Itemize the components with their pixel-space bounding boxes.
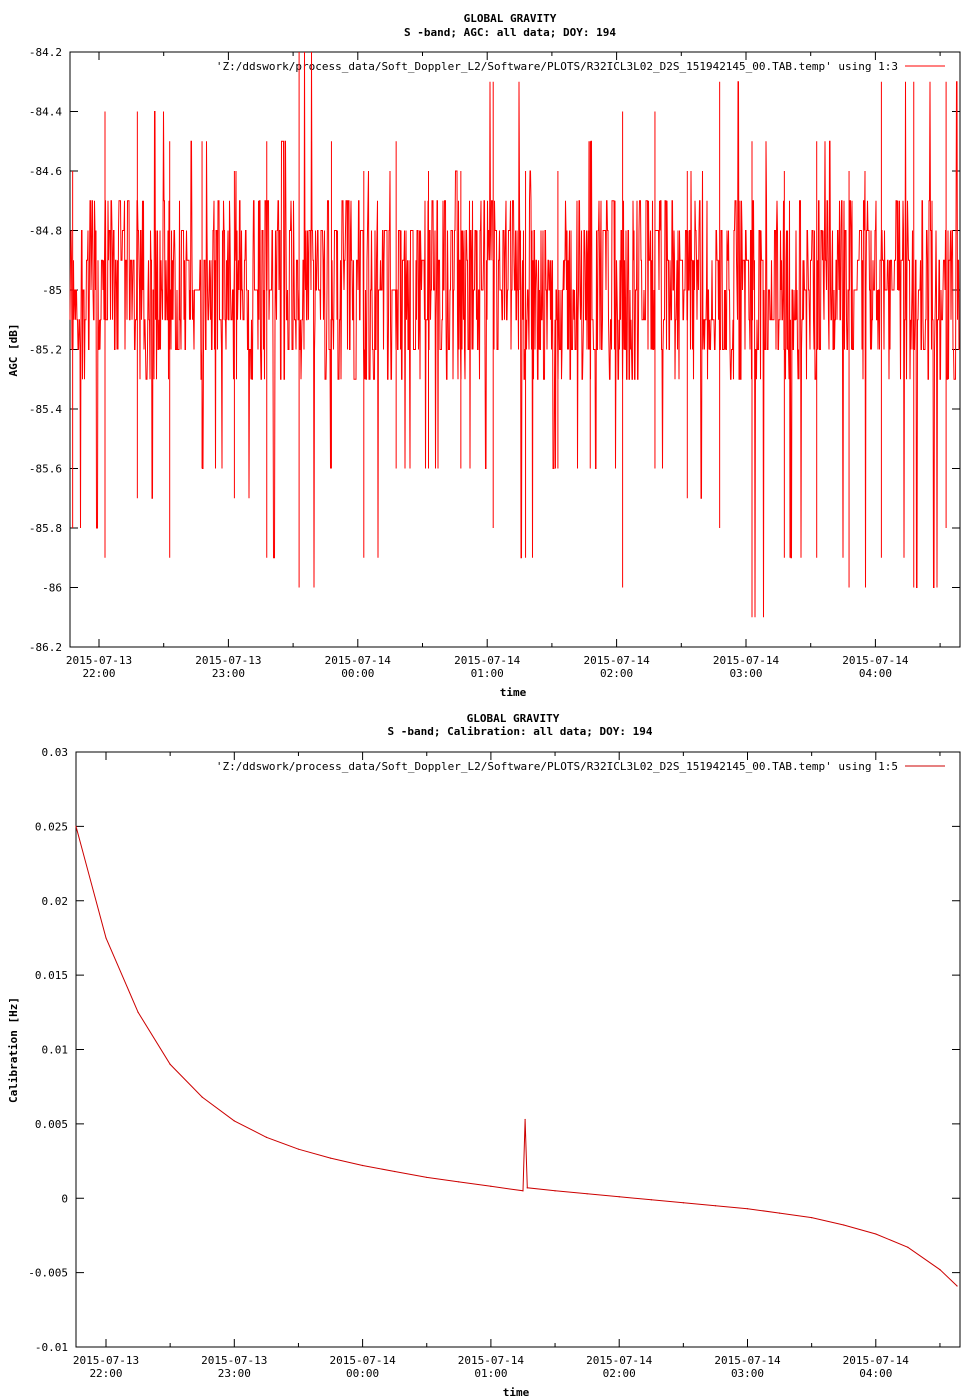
agc-xtick-time: 00:00: [341, 667, 374, 680]
agc-xtick-time: 03:00: [729, 667, 762, 680]
calibration-point: [524, 1118, 526, 1121]
calibration-point: [586, 1193, 588, 1195]
calibration-point: [526, 1187, 528, 1189]
agc-chart: GLOBAL GRAVITY S -band; AGC: all data; D…: [7, 12, 961, 699]
calibration-point: [265, 1136, 267, 1138]
calibration-xtick-time: 00:00: [346, 1367, 379, 1380]
calibration-ytick-label: 0: [61, 1192, 68, 1205]
calibration-ytick-label: 0.01: [42, 1044, 69, 1057]
calibration-point: [75, 825, 77, 827]
agc-ytick-label: -85.4: [29, 403, 62, 416]
calibration-ytick-label: 0.03: [42, 746, 69, 759]
calibration-xtick-date: 2015-07-14: [458, 1354, 525, 1367]
calibration-point: [843, 1224, 845, 1226]
calibration-xtick-date: 2015-07-14: [843, 1354, 910, 1367]
calibration-point: [522, 1190, 524, 1192]
calibration-point: [137, 1011, 139, 1013]
calibration-point: [650, 1199, 652, 1201]
calibration-point: [169, 1063, 171, 1065]
agc-ytick-label: -86.2: [29, 641, 62, 654]
calibration-point: [746, 1208, 749, 1210]
agc-ytick-label: -85.6: [29, 463, 62, 476]
agc-ytick-label: -85: [42, 284, 62, 297]
calibration-point: [875, 1233, 877, 1235]
calibration-chart-subtitle: S -band; Calibration: all data; DOY: 194: [388, 725, 653, 738]
agc-ytick-label: -84.8: [29, 225, 62, 238]
calibration-ytick-label: 0.015: [35, 969, 68, 982]
calibration-y-axis-label: Calibration [Hz]: [7, 997, 20, 1103]
calibration-point: [490, 1185, 492, 1187]
agc-xtick-date: 2015-07-14: [325, 654, 392, 667]
agc-xtick-date: 2015-07-14: [454, 654, 521, 667]
agc-ytick-label: -84.2: [29, 46, 62, 59]
calibration-xtick-time: 02:00: [603, 1367, 636, 1380]
agc-xtick-date: 2015-07-14: [583, 654, 650, 667]
agc-xtick-date: 2015-07-14: [842, 654, 909, 667]
calibration-xtick-time: 23:00: [218, 1367, 251, 1380]
calibration-point: [939, 1269, 941, 1271]
calibration-xtick-date: 2015-07-14: [329, 1354, 396, 1367]
calibration-xtick-time: 22:00: [89, 1367, 122, 1380]
calibration-plot-frame: [75, 751, 961, 1348]
calibration-legend-label: 'Z:/ddswork/process_data/Soft_Doppler_L2…: [216, 760, 898, 773]
calibration-point: [778, 1212, 781, 1214]
agc-xtick-time: 22:00: [82, 667, 115, 680]
calibration-xtick-time: 03:00: [731, 1367, 764, 1380]
agc-ytick-label: -84.6: [29, 165, 62, 178]
agc-xtick-date: 2015-07-13: [66, 654, 132, 667]
calibration-chart: GLOBAL GRAVITY S -band; Calibration: all…: [7, 712, 961, 1399]
calibration-point: [618, 1196, 620, 1198]
calibration-point: [458, 1181, 460, 1183]
calibration-x-axis-label: time: [503, 1386, 530, 1399]
calibration-point: [329, 1157, 332, 1159]
calibration-point: [811, 1216, 813, 1219]
calibration-series-line: [75, 826, 958, 1287]
calibration-point: [682, 1202, 684, 1204]
agc-xtick-date: 2015-07-14: [713, 654, 780, 667]
agc-ytick-label: -85.8: [29, 522, 62, 535]
calibration-ytick-label: -0.01: [35, 1341, 68, 1354]
calibration-point: [105, 937, 107, 939]
calibration-point: [233, 1120, 235, 1122]
calibration-point: [394, 1170, 396, 1173]
calibration-point: [714, 1205, 717, 1207]
calibration-xtick-time: 01:00: [474, 1367, 507, 1380]
agc-x-axis-label: time: [500, 686, 527, 699]
calibration-point: [956, 1285, 958, 1287]
agc-xtick-time: 02:00: [600, 667, 633, 680]
calibration-point: [426, 1176, 428, 1179]
agc-ytick-label: -84.4: [29, 106, 62, 119]
agc-xtick-time: 01:00: [471, 667, 504, 680]
calibration-ytick-label: 0.02: [42, 895, 69, 908]
calibration-point: [907, 1246, 909, 1248]
calibration-xtick-date: 2015-07-13: [73, 1354, 139, 1367]
agc-y-axis-label: AGC [dB]: [7, 324, 20, 377]
calibration-chart-title: GLOBAL GRAVITY: [467, 712, 560, 725]
calibration-ytick-label: 0.005: [35, 1118, 68, 1131]
agc-ytick-label: -85.2: [29, 344, 62, 357]
calibration-xtick-date: 2015-07-13: [201, 1354, 267, 1367]
calibration-xtick-date: 2015-07-14: [586, 1354, 653, 1367]
calibration-point: [554, 1190, 556, 1192]
agc-xtick-time: 23:00: [212, 667, 245, 680]
calibration-xtick-time: 04:00: [859, 1367, 892, 1380]
agc-legend-label: 'Z:/ddswork/process_data/Soft_Doppler_L2…: [216, 60, 898, 73]
calibration-ytick-label: 0.025: [35, 820, 68, 833]
calibration-xtick-date: 2015-07-14: [714, 1354, 781, 1367]
agc-series-line: [69, 51, 960, 618]
agc-chart-subtitle: S -band; AGC: all data; DOY: 194: [404, 26, 616, 39]
calibration-ytick-label: -0.005: [28, 1267, 68, 1280]
agc-chart-title: GLOBAL GRAVITY: [464, 12, 557, 25]
agc-xtick-time: 04:00: [859, 667, 892, 680]
agc-xtick-date: 2015-07-13: [195, 654, 261, 667]
calibration-point: [297, 1148, 300, 1150]
calibration-point: [201, 1096, 203, 1098]
agc-ytick-label: -86: [42, 582, 62, 595]
calibration-point: [362, 1164, 364, 1167]
